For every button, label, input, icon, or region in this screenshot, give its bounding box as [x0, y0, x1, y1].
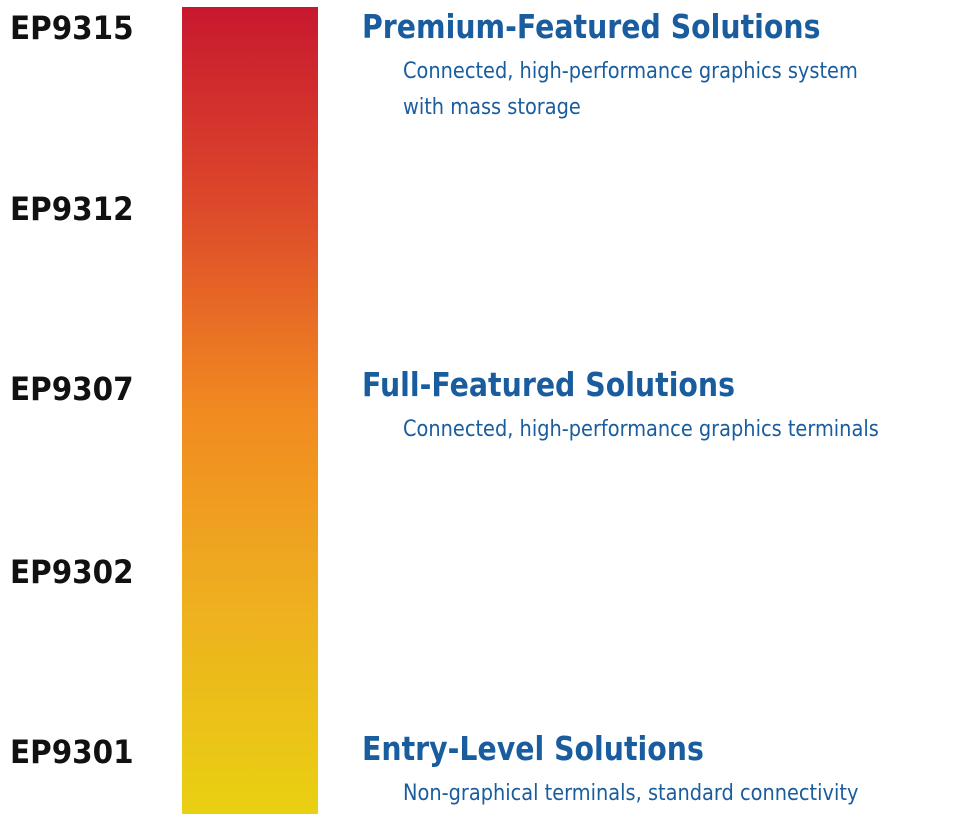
tier-premium: Premium-Featured Solutions Connected, hi… — [362, 7, 920, 126]
model-label-ep9315: EP9315 — [10, 9, 134, 47]
tier-description: Non-graphical terminals, standard connec… — [403, 776, 858, 812]
tier-description: Connected, high-performance graphics ter… — [403, 412, 879, 448]
tier-description-line: with mass storage — [403, 94, 581, 120]
tier-entry: Entry-Level Solutions Non-graphical term… — [362, 729, 921, 812]
performance-gradient-bar — [182, 7, 318, 814]
tier-description: Connected, high-performance graphics sys… — [403, 54, 858, 126]
tier-title: Full-Featured Solutions — [362, 365, 736, 404]
tier-description-line: Connected, high-performance graphics ter… — [403, 416, 879, 442]
model-label-ep9302: EP9302 — [10, 553, 134, 591]
model-label-ep9301: EP9301 — [10, 733, 134, 771]
model-label-ep9307: EP9307 — [10, 370, 134, 408]
tier-title: Entry-Level Solutions — [362, 729, 704, 768]
tier-full: Full-Featured Solutions Connected, high-… — [362, 365, 944, 448]
tier-title: Premium-Featured Solutions — [362, 7, 821, 46]
model-label-ep9312: EP9312 — [10, 190, 134, 228]
tier-description-line: Connected, high-performance graphics sys… — [403, 58, 858, 84]
tier-description-line: Non-graphical terminals, standard connec… — [403, 780, 859, 806]
